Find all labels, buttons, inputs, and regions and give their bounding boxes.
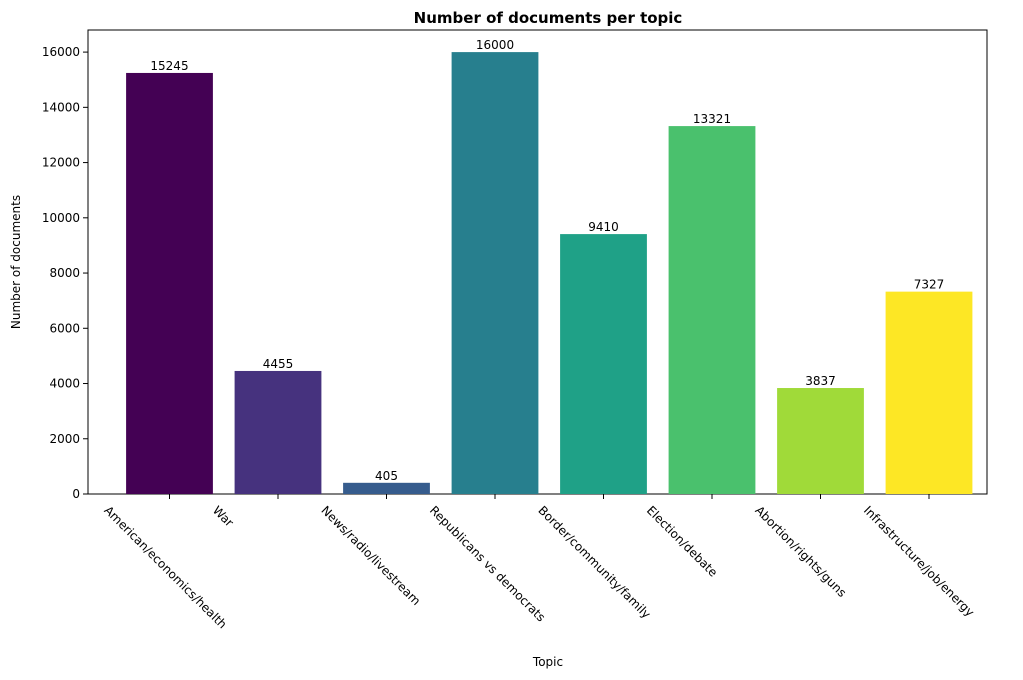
bar-4 [560,234,647,494]
x-tick-label-3: Republicans vs democrats [427,503,548,624]
y-tick-label-6: 12000 [42,156,80,170]
chart-title: Number of documents per topic [414,9,683,27]
x-tick-label-1: War [210,503,236,529]
x-tick-label-6: Abortion/rights/guns [752,503,849,600]
data-label-4: 9410 [588,220,619,234]
y-tick-label-5: 10000 [42,211,80,225]
x-axis-label: Topic [532,655,563,669]
data-label-7: 7327 [914,278,945,292]
x-tick-label-0: American/economics/health [101,503,229,631]
y-tick-label-7: 14000 [42,100,80,114]
data-label-6: 3837 [805,374,836,388]
x-tick-label-4: Border/community/family [535,503,653,621]
y-axis: 0 2000 4000 6000 8000 10000 12000 14000 16000 [42,45,88,501]
data-label-3: 16000 [476,38,514,52]
data-label-5: 13321 [693,112,731,126]
bar-7 [885,291,973,494]
y-tick-label-3: 6000 [49,321,80,335]
x-tick-label-7: Infrastructure/job/energy [861,503,977,619]
bar-5 [668,126,756,494]
data-label-1: 4455 [263,357,294,371]
x-tick-label-5: Election/debate [644,503,720,579]
plot-area: 15245 4455 405 16000 9410 13321 3837 7327 [87,29,988,495]
data-label-0: 15245 [150,59,188,73]
bars-group [126,52,973,494]
bar-0 [126,72,213,494]
y-tick-label-4: 8000 [49,266,80,280]
y-tick-label-0: 0 [72,487,80,501]
bar-2 [343,482,430,494]
y-tick-label-1: 2000 [49,432,80,446]
data-labels-group: 15245 4455 405 16000 9410 13321 3837 7327 [150,38,944,483]
y-axis-label: Number of documents [9,195,23,329]
y-tick-label-8: 16000 [42,45,80,59]
bar-1 [234,370,322,494]
bar-3 [451,52,539,494]
data-label-2: 405 [375,469,398,483]
bar-6 [777,388,864,494]
x-tick-label-2: News/radio/livestream [318,503,423,608]
y-tick-label-2: 4000 [49,377,80,391]
